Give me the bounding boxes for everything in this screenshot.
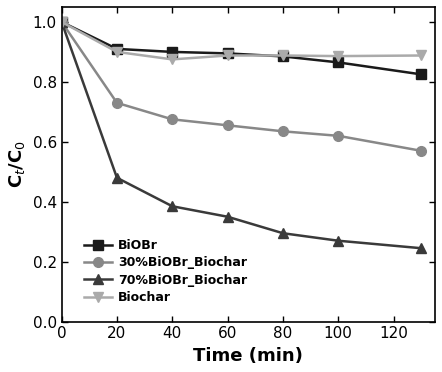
30%BiOBr_Biochar xyxy=(114,100,120,105)
70%BiOBr_Biochar xyxy=(225,215,230,219)
BiOBr xyxy=(280,54,286,59)
Y-axis label: C$_t$/C$_0$: C$_t$/C$_0$ xyxy=(7,140,27,188)
BiOBr xyxy=(114,46,120,51)
Line: 30%BiOBr_Biochar: 30%BiOBr_Biochar xyxy=(57,17,426,155)
70%BiOBr_Biochar xyxy=(170,204,175,208)
30%BiOBr_Biochar xyxy=(59,20,64,24)
Line: 70%BiOBr_Biochar: 70%BiOBr_Biochar xyxy=(57,17,426,253)
Biochar xyxy=(280,53,286,58)
Biochar xyxy=(170,57,175,62)
Biochar xyxy=(114,50,120,54)
Biochar xyxy=(335,54,341,58)
BiOBr xyxy=(335,60,341,65)
Line: Biochar: Biochar xyxy=(57,17,426,64)
Biochar xyxy=(419,53,424,58)
30%BiOBr_Biochar xyxy=(335,134,341,138)
Legend: BiOBr, 30%BiOBr_Biochar, 70%BiOBr_Biochar, Biochar: BiOBr, 30%BiOBr_Biochar, 70%BiOBr_Biocha… xyxy=(79,234,252,309)
BiOBr xyxy=(59,20,64,24)
BiOBr xyxy=(225,51,230,56)
Biochar xyxy=(225,53,230,58)
X-axis label: Time (min): Time (min) xyxy=(194,347,303,365)
70%BiOBr_Biochar xyxy=(419,246,424,250)
70%BiOBr_Biochar xyxy=(280,231,286,235)
70%BiOBr_Biochar xyxy=(59,20,64,24)
30%BiOBr_Biochar xyxy=(280,129,286,134)
70%BiOBr_Biochar xyxy=(335,238,341,243)
30%BiOBr_Biochar xyxy=(170,117,175,122)
70%BiOBr_Biochar xyxy=(114,176,120,180)
30%BiOBr_Biochar xyxy=(225,123,230,128)
Biochar xyxy=(59,20,64,24)
Line: BiOBr: BiOBr xyxy=(57,17,426,79)
BiOBr xyxy=(419,72,424,77)
BiOBr xyxy=(170,50,175,54)
30%BiOBr_Biochar xyxy=(419,148,424,153)
